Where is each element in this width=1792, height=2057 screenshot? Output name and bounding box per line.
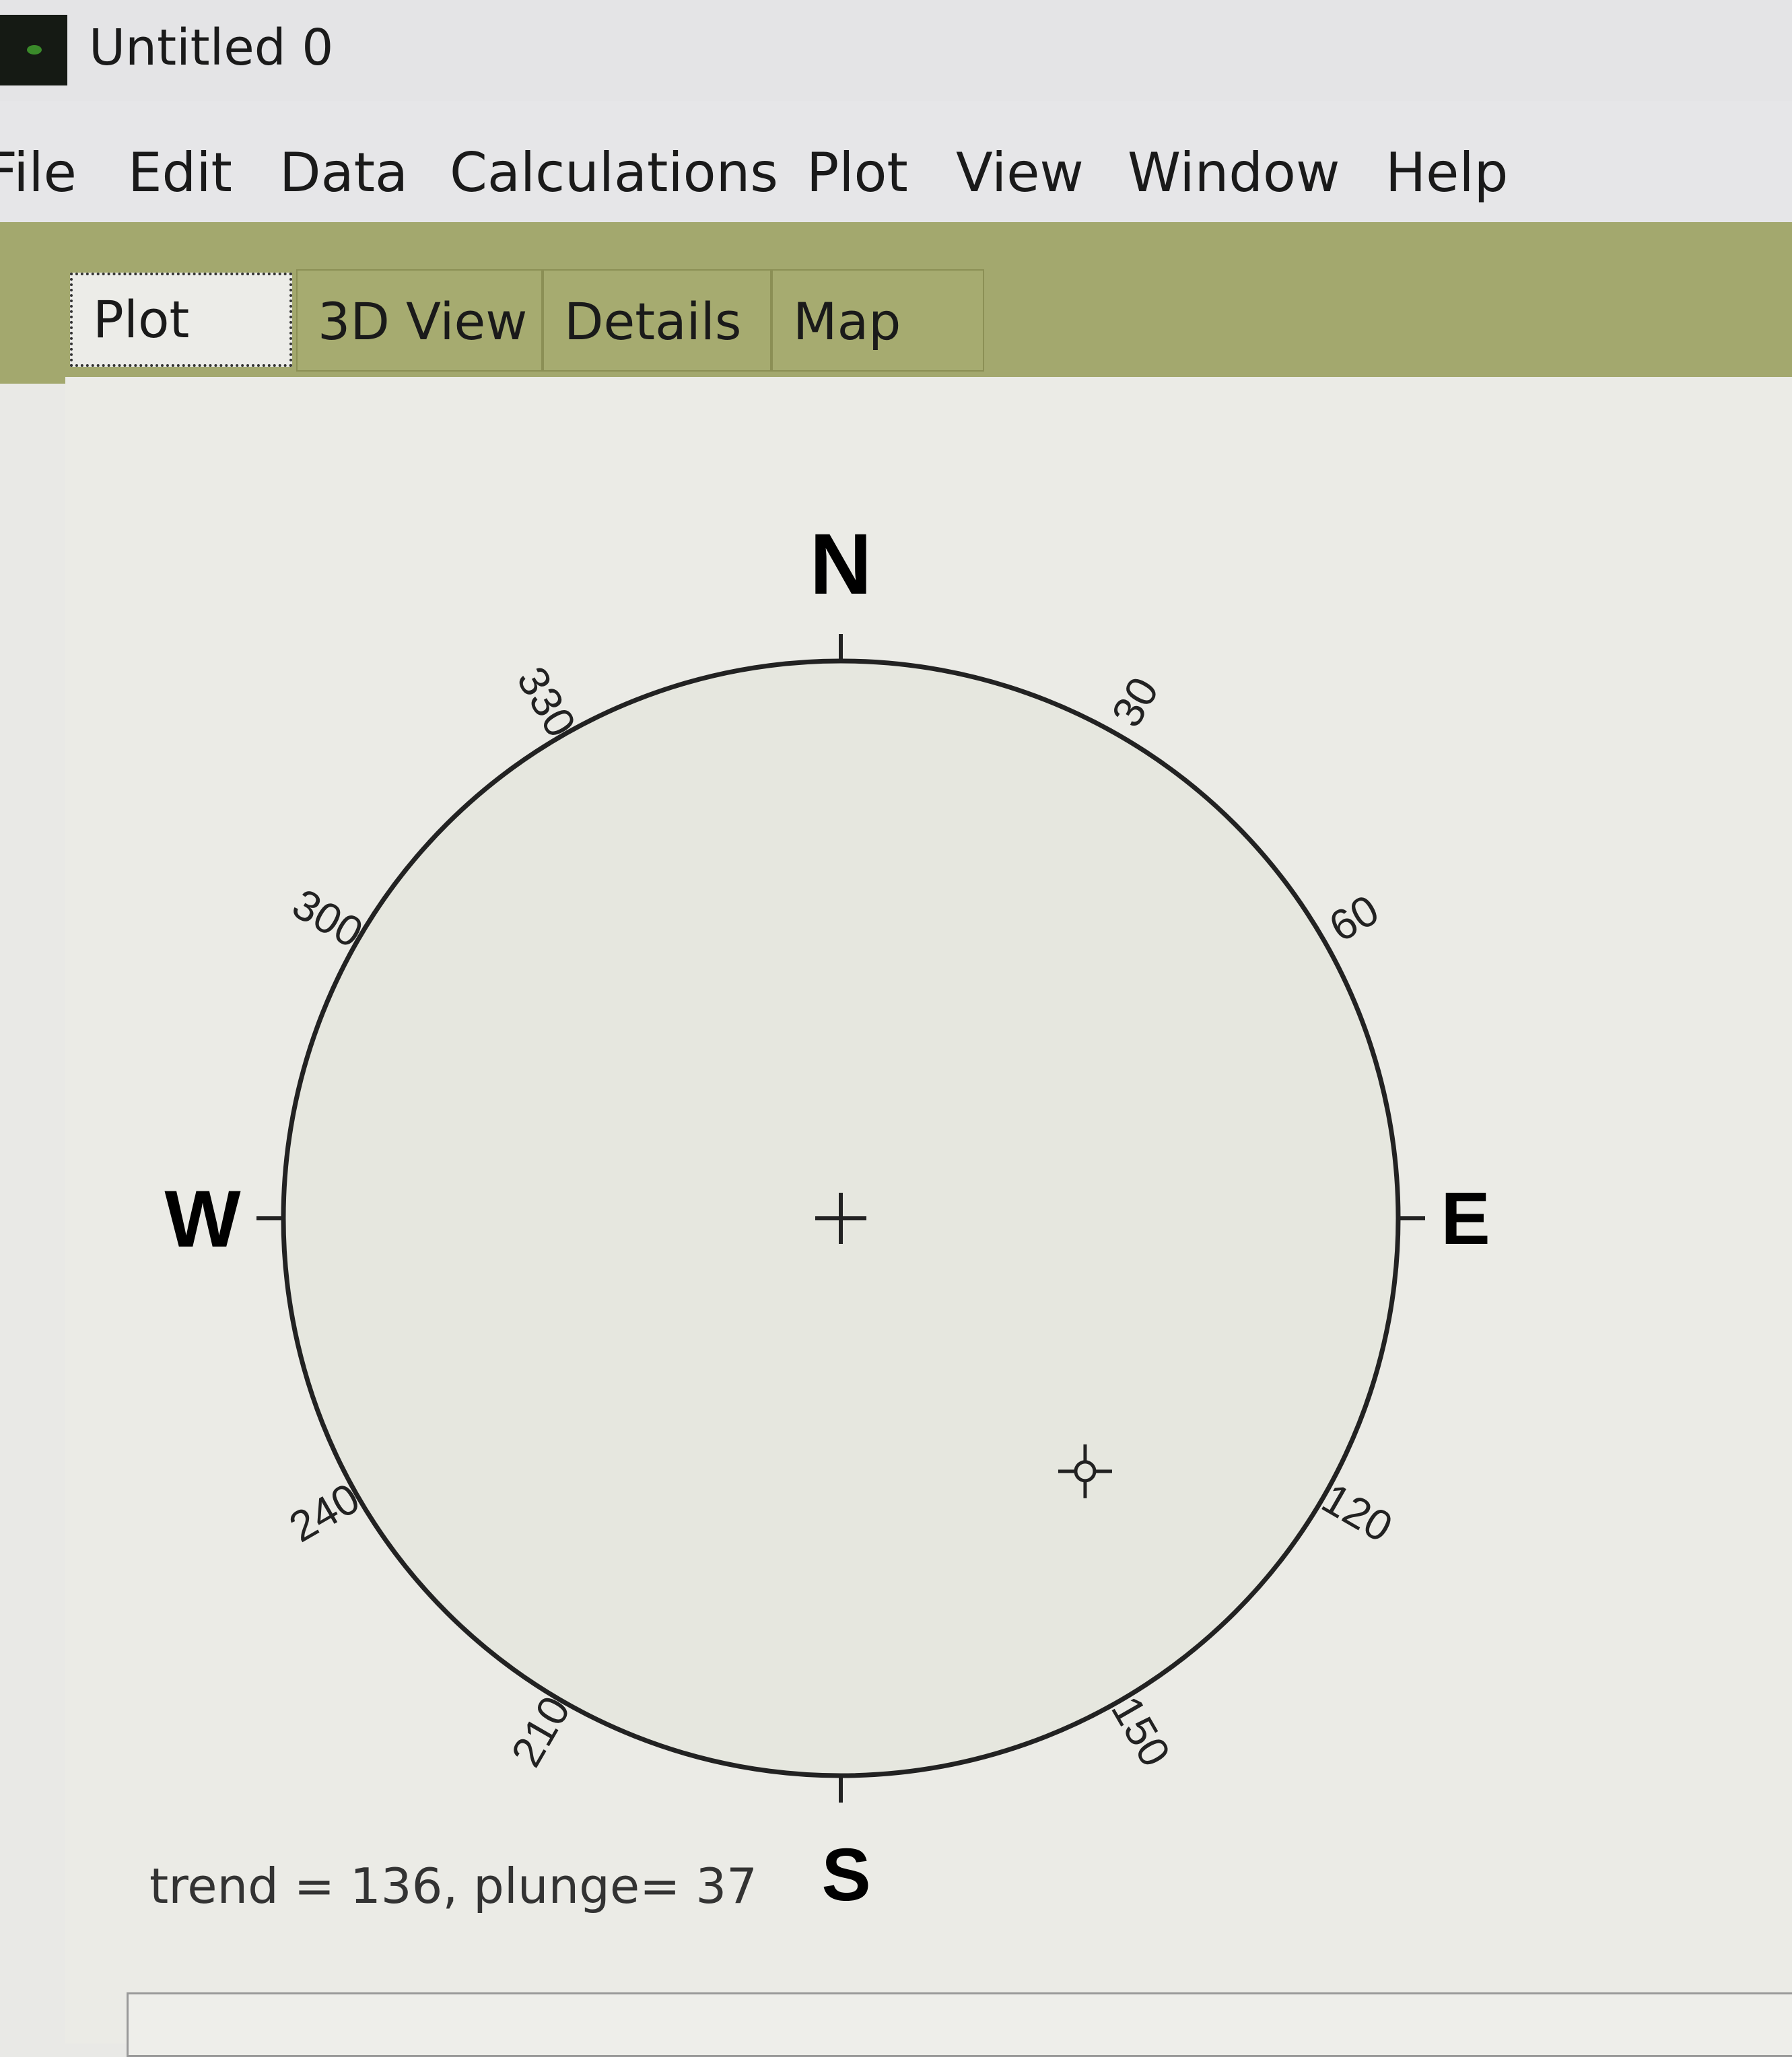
tab-map[interactable]: Map: [771, 269, 984, 372]
east-label: E: [1441, 1177, 1490, 1260]
tab-3d-view[interactable]: 3D View: [296, 269, 543, 372]
west-label: W: [164, 1174, 241, 1264]
azimuth-label: 30: [1102, 669, 1168, 735]
title-bar: Untitled 0: [0, 0, 1792, 101]
center-cross: [815, 1193, 866, 1244]
menu-view[interactable]: View: [956, 141, 1084, 204]
menu-help[interactable]: Help: [1385, 141, 1509, 204]
menu-data[interactable]: Data: [279, 141, 409, 204]
north-label: N: [810, 516, 872, 613]
app-icon: [0, 15, 67, 85]
trend-plunge-readout: trend = 136, plunge= 37: [149, 1858, 757, 1914]
cardinal-ticks: [256, 634, 1425, 1803]
menu-edit[interactable]: Edit: [128, 141, 232, 204]
command-input[interactable]: [127, 1992, 1792, 2057]
azimuth-label: 60: [1321, 885, 1387, 951]
menu-bar: File Edit Data Calculations Plot View Wi…: [0, 101, 1792, 222]
south-label: S: [821, 1834, 870, 1916]
tab-details[interactable]: Details: [543, 269, 771, 372]
lineation-point[interactable]: [1058, 1444, 1112, 1498]
menu-calculations[interactable]: Calculations: [450, 141, 778, 204]
menu-window[interactable]: Window: [1128, 141, 1340, 204]
menu-file[interactable]: File: [0, 141, 77, 204]
tab-plot[interactable]: Plot: [70, 273, 292, 367]
menu-plot[interactable]: Plot: [806, 141, 908, 204]
window-title: Untitled 0: [89, 19, 334, 77]
